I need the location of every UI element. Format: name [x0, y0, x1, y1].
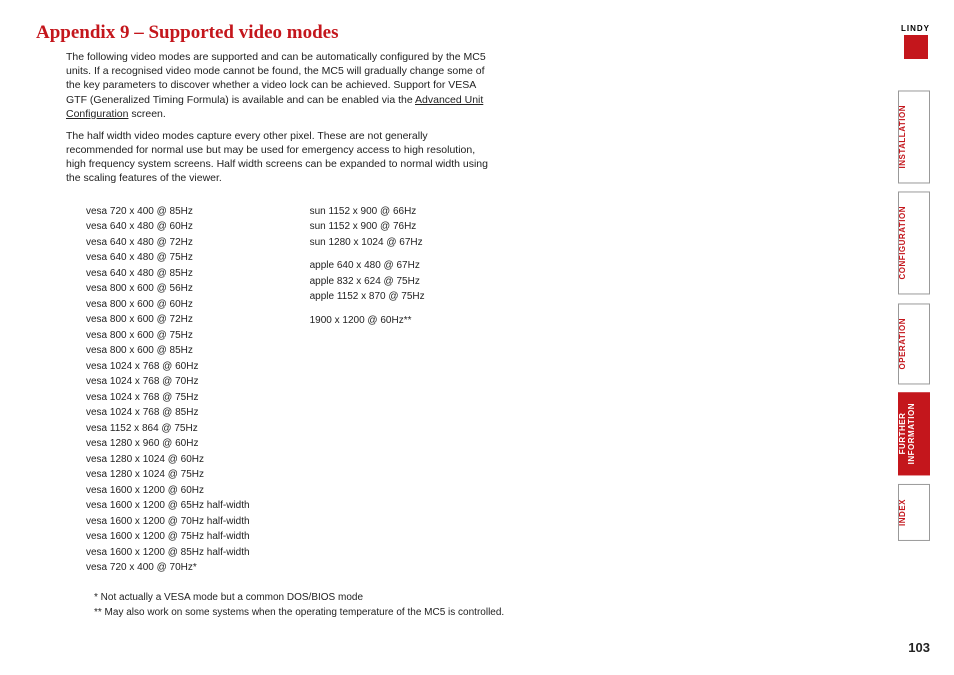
video-mode-entry: vesa 1280 x 1024 @ 75Hz — [86, 467, 250, 483]
video-mode-entry: vesa 1280 x 960 @ 60Hz — [86, 436, 250, 452]
tab-installation[interactable]: INSTALLATION — [898, 90, 930, 183]
video-mode-entry: vesa 800 x 600 @ 75Hz — [86, 328, 250, 344]
video-mode-entry: sun 1152 x 900 @ 66Hz — [310, 204, 425, 220]
page-number: 103 — [908, 640, 930, 655]
page-content: Appendix 9 – Supported video modes The f… — [0, 0, 954, 620]
video-mode-entry: vesa 800 x 600 @ 60Hz — [86, 297, 250, 313]
video-mode-entry: vesa 640 x 480 @ 85Hz — [86, 266, 250, 282]
tab-further-line2: INFORMATION — [907, 403, 916, 464]
video-mode-entry: vesa 800 x 600 @ 72Hz — [86, 312, 250, 328]
video-mode-entry: 1900 x 1200 @ 60Hz** — [310, 313, 425, 329]
video-mode-entry: vesa 800 x 600 @ 56Hz — [86, 281, 250, 297]
video-mode-entry: vesa 640 x 480 @ 72Hz — [86, 235, 250, 251]
video-mode-entry: apple 1152 x 870 @ 75Hz — [310, 289, 425, 305]
video-modes-col-1: vesa 720 x 400 @ 85Hzvesa 640 x 480 @ 60… — [86, 204, 250, 576]
video-mode-entry: vesa 1024 x 768 @ 70Hz — [86, 374, 250, 390]
video-mode-entry: vesa 720 x 400 @ 70Hz* — [86, 560, 250, 576]
video-modes-col-2: sun 1152 x 900 @ 66Hzsun 1152 x 900 @ 76… — [310, 204, 425, 576]
video-mode-entry: vesa 1600 x 1200 @ 85Hz half-width — [86, 545, 250, 561]
tab-operation[interactable]: OPERATION — [898, 303, 930, 384]
footnote-2: ** May also work on some systems when th… — [86, 605, 516, 620]
video-mode-entry: vesa 1600 x 1200 @ 65Hz half-width — [86, 498, 250, 514]
section-tabs: INSTALLATION CONFIGURATION OPERATION FUR… — [898, 90, 930, 541]
brand-logo: LINDY — [901, 24, 930, 59]
video-mode-entry: vesa 640 x 480 @ 75Hz — [86, 250, 250, 266]
intro-1b: screen. — [128, 108, 165, 120]
video-mode-entry: apple 832 x 624 @ 75Hz — [310, 274, 425, 290]
intro-paragraph-1: The following video modes are supported … — [66, 50, 496, 121]
video-mode-entry: vesa 720 x 400 @ 85Hz — [86, 204, 250, 220]
video-mode-entry: sun 1152 x 900 @ 76Hz — [310, 219, 425, 235]
appendix-title: Appendix 9 – Supported video modes — [36, 22, 864, 44]
video-mode-entry: vesa 1024 x 768 @ 75Hz — [86, 390, 250, 406]
video-mode-entry: vesa 1152 x 864 @ 75Hz — [86, 421, 250, 437]
sun-modes-group: sun 1152 x 900 @ 66Hzsun 1152 x 900 @ 76… — [310, 204, 425, 251]
tab-further-information[interactable]: FURTHER INFORMATION — [898, 392, 930, 475]
brand-label: LINDY — [901, 24, 930, 33]
video-mode-entry: vesa 1600 x 1200 @ 75Hz half-width — [86, 529, 250, 545]
video-mode-entry: vesa 1280 x 1024 @ 60Hz — [86, 452, 250, 468]
video-mode-entry: vesa 1024 x 768 @ 60Hz — [86, 359, 250, 375]
tab-index[interactable]: INDEX — [898, 484, 930, 541]
tab-further-line1: FURTHER — [898, 413, 907, 455]
video-mode-entry: vesa 1600 x 1200 @ 60Hz — [86, 483, 250, 499]
video-mode-entry: sun 1280 x 1024 @ 67Hz — [310, 235, 425, 251]
video-mode-columns: vesa 720 x 400 @ 85Hzvesa 640 x 480 @ 60… — [86, 204, 864, 576]
tab-configuration[interactable]: CONFIGURATION — [898, 191, 930, 294]
video-mode-entry: apple 640 x 480 @ 67Hz — [310, 258, 425, 274]
footnotes: * Not actually a VESA mode but a common … — [86, 590, 516, 620]
extra-modes-group: 1900 x 1200 @ 60Hz** — [310, 313, 425, 329]
video-mode-entry: vesa 1600 x 1200 @ 70Hz half-width — [86, 514, 250, 530]
intro-paragraph-2: The half width video modes capture every… — [66, 129, 496, 186]
video-mode-entry: vesa 800 x 600 @ 85Hz — [86, 343, 250, 359]
apple-modes-group: apple 640 x 480 @ 67Hzapple 832 x 624 @ … — [310, 258, 425, 305]
video-mode-entry: vesa 640 x 480 @ 60Hz — [86, 219, 250, 235]
footnote-1: * Not actually a VESA mode but a common … — [86, 590, 516, 605]
video-mode-entry: vesa 1024 x 768 @ 85Hz — [86, 405, 250, 421]
brand-square-icon — [904, 35, 928, 59]
